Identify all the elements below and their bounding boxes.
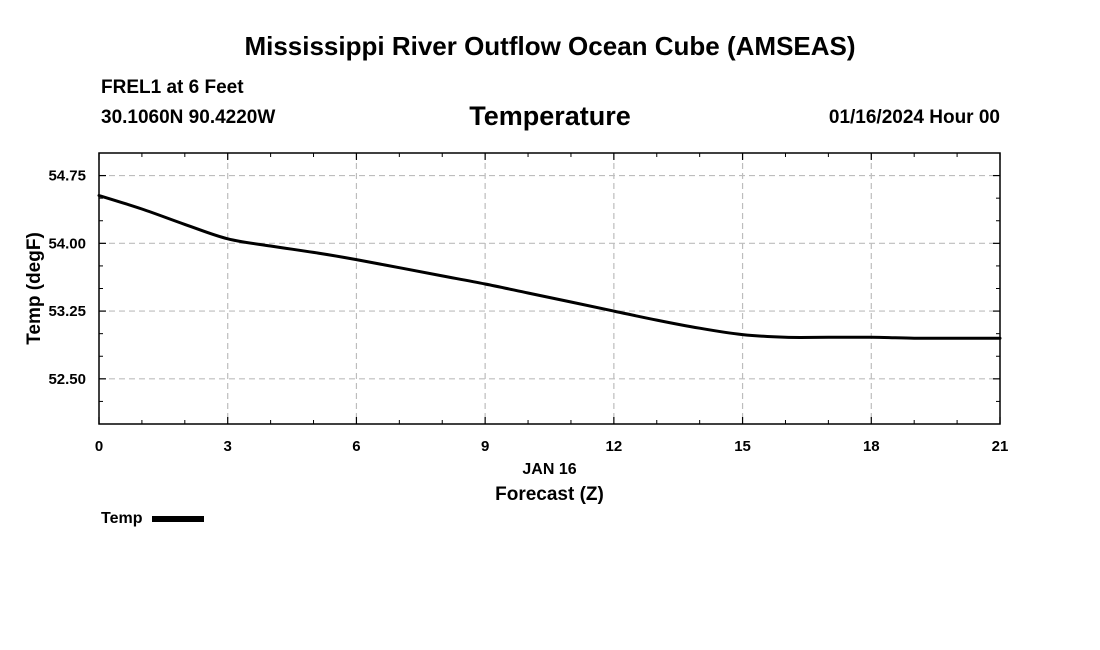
x-tick-label: 12 [606,438,623,455]
chart-title: Mississippi River Outflow Ocean Cube (AM… [244,31,856,61]
x-axis-date-label: JAN 16 [522,461,576,478]
station-label: FREL1 at 6 Feet [101,77,244,98]
x-tick-label: 3 [224,438,232,455]
x-tick-label: 15 [734,438,751,455]
forecast-datetime: 01/16/2024 Hour 00 [828,107,1000,128]
x-tick-label: 0 [95,438,103,455]
legend-label: Temp [101,510,143,527]
series-layer [97,194,1002,340]
x-tick-label: 6 [352,438,360,455]
grid-lines [99,153,1000,424]
plot-frame [98,152,1001,425]
coordinates-label: 30.1060N 90.4220W [101,107,276,128]
series-line-temp [97,194,1002,340]
axis-ticks: 0 3 6 9 12 15 18 21 52.50 53.25 54.00 54.75 [48,153,1008,455]
y-tick-label: 52.50 [48,371,86,388]
x-tick-label: 21 [992,438,1009,455]
legend-line-swatch [152,516,205,522]
x-axis-label: Forecast (Z) [495,484,604,505]
y-axis-label: Temp (degF) [24,232,45,345]
parameter-title: Temperature [469,101,631,131]
legend: Temp [101,510,205,528]
y-tick-label: 54.75 [48,168,86,185]
y-tick-label: 54.00 [48,235,86,252]
x-tick-label: 9 [481,438,489,455]
y-tick-label: 53.25 [48,303,86,320]
x-tick-label: 18 [863,438,880,455]
